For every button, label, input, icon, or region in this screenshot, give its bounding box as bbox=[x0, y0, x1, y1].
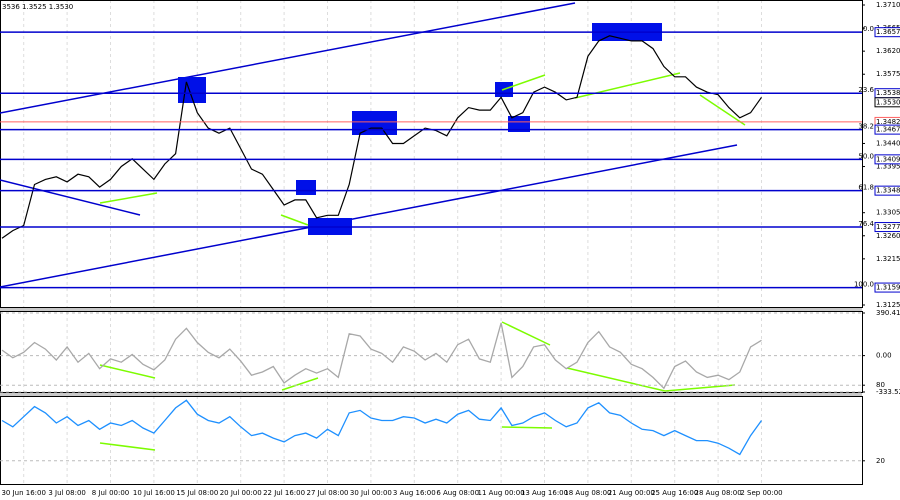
series-line bbox=[1, 35, 762, 239]
divergence-line bbox=[99, 192, 158, 204]
channel-line bbox=[0, 144, 738, 288]
divergence-line bbox=[699, 94, 746, 126]
zone-box bbox=[508, 116, 530, 132]
header: 3536 1.3525 1.3530 bbox=[2, 3, 73, 11]
grid bbox=[23, 0, 762, 485]
x-tick-label: 20 Jul 00:00 bbox=[220, 489, 262, 497]
level-value: 1.3409 bbox=[876, 155, 900, 163]
level-value: 1.3657 bbox=[876, 28, 900, 36]
x-tick-label: 2 Sep 00:00 bbox=[740, 489, 782, 497]
divergence-line bbox=[281, 377, 319, 391]
x-tick-label: 28 Aug 08:00 bbox=[694, 489, 741, 497]
trend-line bbox=[0, 179, 141, 216]
x-tick-label: 21 Aug 00:00 bbox=[608, 489, 655, 497]
y-tick-label: 1.3440 bbox=[876, 139, 900, 147]
level-value: 1.3159 bbox=[876, 284, 900, 292]
x-tick-label: 10 Jul 16:00 bbox=[133, 489, 175, 497]
divergence-line bbox=[99, 364, 156, 379]
level-name: 61.8 bbox=[858, 184, 874, 192]
x-tick-label: 30 Jul 00:00 bbox=[350, 489, 392, 497]
divergence-line bbox=[501, 321, 551, 346]
current-price-box bbox=[874, 97, 900, 108]
x-tick-label: 15 Jul 08:00 bbox=[176, 489, 218, 497]
zone-box bbox=[296, 180, 316, 195]
level-name: 23.6 bbox=[858, 86, 874, 94]
level-name: 50.0 bbox=[858, 152, 874, 160]
separator bbox=[0, 393, 862, 396]
y-tick-label: 1.3215 bbox=[876, 255, 900, 263]
x-tick-label: 22 Jul 16:00 bbox=[263, 489, 305, 497]
y-tick-label: 0.00 bbox=[876, 352, 892, 360]
zone-box bbox=[352, 111, 397, 135]
separator bbox=[0, 308, 862, 311]
y-tick-label: 1.3710 bbox=[876, 1, 900, 9]
y-tick-label: 80 bbox=[876, 381, 885, 389]
y-tick-label: 1.3575 bbox=[876, 70, 900, 78]
current-price: 1.3530 bbox=[876, 98, 900, 106]
divergence-line bbox=[566, 367, 666, 392]
divergence-lines bbox=[99, 72, 746, 451]
level-name: 38.2 bbox=[858, 123, 874, 131]
x-tick-label: 18 Aug 08:00 bbox=[564, 489, 611, 497]
divergence-line bbox=[501, 74, 546, 91]
divergence-line bbox=[501, 426, 553, 429]
x-tick-label: 27 Jul 08:00 bbox=[307, 489, 349, 497]
y-tick-label: 20 bbox=[876, 457, 885, 465]
divergence-line bbox=[664, 384, 736, 392]
price-panel bbox=[0, 0, 863, 308]
level-value: 1.3467 bbox=[876, 126, 900, 134]
x-tick-label: 30 Jun 16:00 bbox=[1, 489, 45, 497]
level-value: 1.3277 bbox=[876, 223, 900, 231]
series-line bbox=[1, 399, 763, 456]
level-name: 0.0 bbox=[863, 25, 874, 33]
y-tick-label: 1.3305 bbox=[876, 209, 900, 217]
y-tick-label: 390.4163 bbox=[876, 309, 900, 317]
divergence-line bbox=[280, 214, 309, 226]
y-tick-label: -333.522 bbox=[876, 388, 900, 396]
channel-line bbox=[0, 2, 576, 114]
level-name: 76.4 bbox=[858, 220, 874, 228]
level-box bbox=[874, 185, 900, 196]
y-tick-label: 1.3620 bbox=[876, 47, 900, 55]
level-box bbox=[874, 124, 900, 135]
x-tick-label: 8 Jul 00:00 bbox=[92, 489, 130, 497]
level-box bbox=[874, 222, 900, 233]
level-name: 100.0 bbox=[854, 281, 874, 289]
cci-panel bbox=[0, 311, 863, 393]
series-line bbox=[1, 322, 762, 390]
level-box bbox=[874, 282, 900, 293]
x-tick-label: 13 Aug 16:00 bbox=[521, 489, 568, 497]
level-box bbox=[874, 27, 900, 38]
x-tick-label: 6 Aug 08:00 bbox=[436, 489, 479, 497]
x-tick-label: 11 Aug 00:00 bbox=[477, 489, 524, 497]
x-tick-label: 3 Aug 16:00 bbox=[393, 489, 436, 497]
price-label: 1.3482 bbox=[876, 118, 900, 126]
y-tick-label: 1.3395 bbox=[876, 163, 900, 171]
level-value: 1.3348 bbox=[876, 187, 900, 195]
level-value: 1.3538 bbox=[876, 89, 900, 97]
x-tick-label: 25 Aug 16:00 bbox=[651, 489, 698, 497]
y-tick-label: 1.3260 bbox=[876, 232, 900, 240]
rsi-panel bbox=[0, 396, 863, 485]
level-box bbox=[874, 154, 900, 165]
divergence-line bbox=[99, 442, 156, 451]
x-tick-label: 3 Jul 08:00 bbox=[48, 489, 86, 497]
y-tick-label: 1.3125 bbox=[876, 301, 900, 309]
